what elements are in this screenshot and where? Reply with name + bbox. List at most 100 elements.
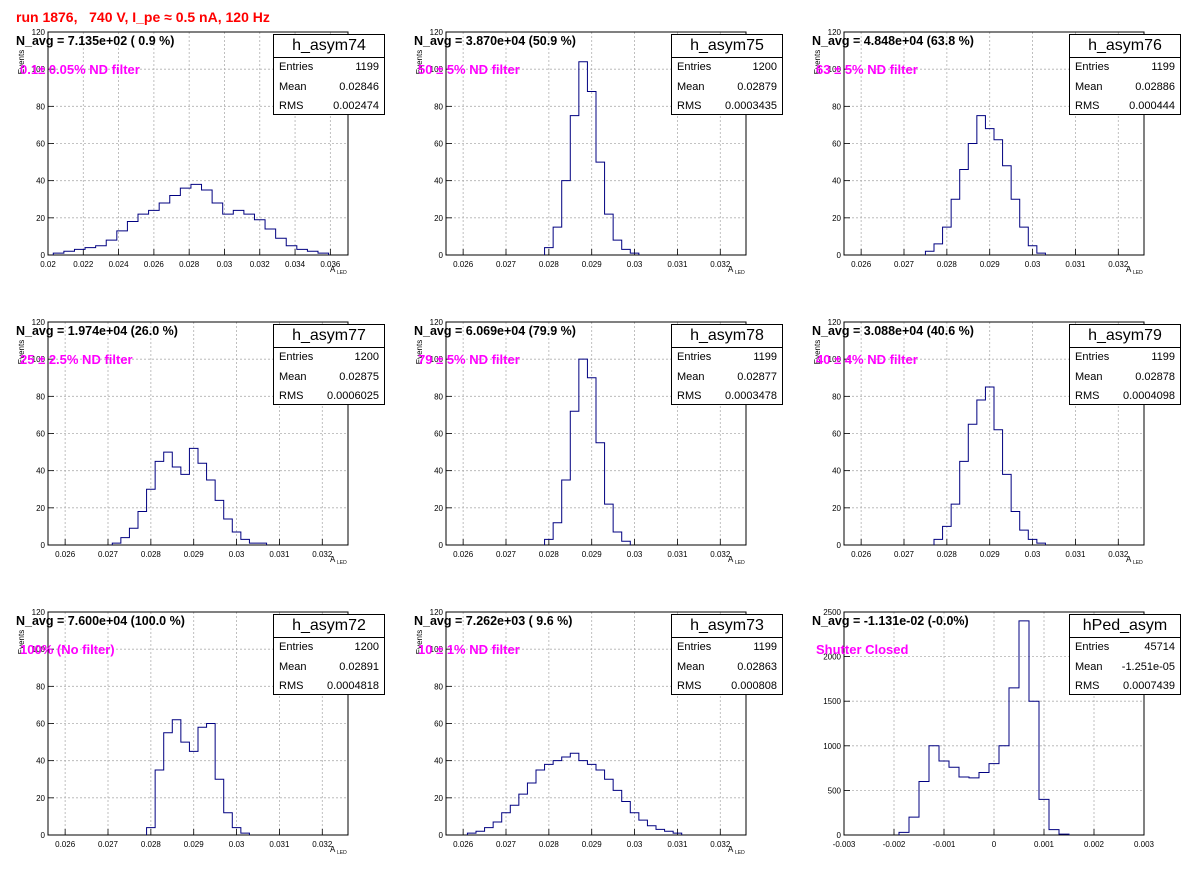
rms-label: RMS bbox=[1075, 100, 1100, 112]
mean-value: 0.02863 bbox=[737, 660, 777, 673]
x-axis-label-subscript: LED bbox=[337, 270, 347, 276]
x-tick-label: 0.032 bbox=[312, 840, 333, 849]
y-tick-label: 100 bbox=[32, 65, 46, 74]
x-tick-label: 0.03 bbox=[217, 260, 233, 269]
stats-rms-row: RMS 0.0006025 bbox=[274, 387, 384, 407]
y-axis-label: Events bbox=[17, 630, 26, 654]
stats-rms-row: RMS 0.0004818 bbox=[274, 677, 384, 697]
x-tick-label: 0.027 bbox=[496, 550, 517, 559]
entries-value: 45714 bbox=[1144, 641, 1175, 653]
x-tick-label: 0.032 bbox=[710, 840, 731, 849]
y-tick-label: 40 bbox=[832, 177, 841, 186]
x-tick-label: 0.003 bbox=[1134, 840, 1155, 849]
page-title: run 1876, 740 V, I_pe ≈ 0.5 nA, 120 Hz bbox=[16, 9, 270, 25]
histogram-panel-h-asym74: 0.02 0.022 0.024 0.026 0.028 0.03 0.032 0.034 0.… bbox=[8, 28, 398, 315]
entries-value: 1199 bbox=[753, 641, 777, 653]
y-tick-label: 120 bbox=[828, 28, 842, 37]
x-tick-label: 0.03 bbox=[229, 840, 245, 849]
x-axis-label: A bbox=[1126, 265, 1132, 274]
mean-value: 0.02877 bbox=[737, 370, 777, 383]
x-tick-label: 0.029 bbox=[980, 260, 1001, 269]
y-axis-label: Events bbox=[17, 50, 26, 74]
x-tick-label: 0.029 bbox=[582, 840, 603, 849]
plot-frame bbox=[445, 31, 747, 256]
stats-mean-row: Mean 0.02875 bbox=[274, 368, 384, 388]
y-axis-label: Events bbox=[17, 340, 26, 364]
rms-label: RMS bbox=[279, 680, 304, 692]
x-tick-label: 0.03 bbox=[627, 840, 643, 849]
filter-label: Shutter Closed bbox=[816, 642, 909, 657]
histogram-name: h_asym73 bbox=[672, 615, 782, 638]
histogram-panel-h-asym73: 0.026 0.027 0.028 0.029 0.03 0.031 0.032 0 20 40 6… bbox=[406, 608, 796, 895]
navg-label: N_avg = 1.974e+04 (26.0 %) bbox=[16, 324, 178, 338]
navg-label: N_avg = 3.088e+04 (40.6 %) bbox=[812, 324, 974, 338]
x-tick-label: 0.002 bbox=[1084, 840, 1105, 849]
y-tick-label: 120 bbox=[32, 608, 46, 617]
y-tick-label: 60 bbox=[36, 720, 45, 729]
x-tick-label: 0.027 bbox=[496, 260, 517, 269]
rms-label: RMS bbox=[1075, 680, 1100, 692]
histogram-name: h_asym78 bbox=[672, 325, 782, 348]
x-axis-label: A bbox=[728, 555, 734, 564]
filter-label: 79 ± 5% ND filter bbox=[418, 352, 520, 367]
plot-frame bbox=[47, 321, 349, 546]
x-tick-label: 0.03 bbox=[1025, 550, 1041, 559]
y-tick-label: 80 bbox=[434, 682, 443, 691]
x-tick-label: 0.022 bbox=[73, 260, 94, 269]
x-tick-label: 0.031 bbox=[667, 840, 688, 849]
x-tick-label: 0.027 bbox=[894, 260, 915, 269]
x-axis-label-subscript: LED bbox=[337, 560, 347, 566]
x-tick-label: 0.028 bbox=[179, 260, 200, 269]
y-tick-label: 1500 bbox=[823, 697, 841, 706]
x-tick-label: 0.029 bbox=[184, 840, 205, 849]
y-tick-label: 80 bbox=[36, 102, 45, 111]
y-tick-label: 120 bbox=[430, 318, 444, 327]
x-tick-label: 0.026 bbox=[144, 260, 165, 269]
plot-frame bbox=[843, 31, 1145, 256]
entries-label: Entries bbox=[1075, 641, 1110, 653]
histogram-plot: 0.026 0.027 0.028 0.029 0.03 0.031 0.032 0 20 40 6… bbox=[415, 608, 747, 856]
y-tick-label: 80 bbox=[832, 102, 841, 111]
x-tick-label: 0.028 bbox=[937, 550, 958, 559]
x-tick-label: 0.03 bbox=[627, 550, 643, 559]
rms-label: RMS bbox=[677, 100, 702, 112]
histogram-panel-hped-asym: -0.003 -0.002 -0.001 0 0.001 0.002 0.003 0 500 10… bbox=[804, 608, 1194, 895]
x-tick-label: 0.027 bbox=[98, 840, 119, 849]
mean-value: 0.02879 bbox=[737, 80, 777, 93]
y-tick-label: 40 bbox=[832, 467, 841, 476]
mean-label: Mean bbox=[677, 80, 705, 93]
y-axis-label: Events bbox=[415, 630, 424, 654]
x-tick-label: 0.028 bbox=[539, 550, 560, 559]
entries-value: 1200 bbox=[354, 641, 379, 653]
y-tick-label: 2000 bbox=[823, 653, 841, 662]
y-tick-label: 40 bbox=[36, 757, 45, 766]
mean-value: -1.251e-05 bbox=[1121, 660, 1175, 673]
y-tick-label: 100 bbox=[32, 645, 46, 654]
stats-box: hPed_asym Entries 45714 Mean -1.251e-05 RM… bbox=[1069, 614, 1181, 695]
filter-label: 100% (No filter) bbox=[20, 642, 115, 657]
y-tick-label: 60 bbox=[36, 430, 45, 439]
entries-value: 1199 bbox=[1151, 351, 1175, 363]
y-tick-label: 40 bbox=[434, 177, 443, 186]
y-axis-label: Events bbox=[813, 340, 822, 364]
x-tick-label: 0.026 bbox=[851, 260, 872, 269]
entries-value: 1200 bbox=[354, 351, 379, 363]
entries-label: Entries bbox=[1075, 351, 1110, 363]
x-tick-label: 0.026 bbox=[453, 260, 474, 269]
x-tick-label: 0.032 bbox=[312, 550, 333, 559]
x-tick-label: 0.026 bbox=[453, 840, 474, 849]
rms-label: RMS bbox=[677, 680, 702, 692]
y-tick-label: 100 bbox=[828, 355, 842, 364]
x-axis-label: A bbox=[728, 845, 734, 854]
x-tick-label: 0.03 bbox=[1025, 260, 1041, 269]
histogram-panel-h-asym75: 0.026 0.027 0.028 0.029 0.03 0.031 0.032 0 20 40 6… bbox=[406, 28, 796, 315]
histogram-panel-h-asym78: 0.026 0.027 0.028 0.029 0.03 0.031 0.032 0 20 40 6… bbox=[406, 318, 796, 605]
x-tick-label: 0.031 bbox=[1065, 260, 1086, 269]
rms-label: RMS bbox=[279, 390, 304, 402]
x-tick-label: 0.031 bbox=[1065, 550, 1086, 559]
histogram-name: h_asym72 bbox=[274, 615, 384, 638]
stats-entries-row: Entries 45714 bbox=[1070, 638, 1180, 658]
entries-value: 1199 bbox=[355, 61, 379, 73]
stats-box: h_asym76 Entries 1199 Mean 0.02886 RMS 0.00… bbox=[1069, 34, 1181, 115]
stats-rms-row: RMS 0.0004098 bbox=[1070, 387, 1180, 407]
